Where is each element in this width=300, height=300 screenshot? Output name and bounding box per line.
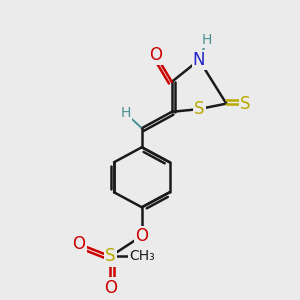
Text: O: O [149, 46, 162, 64]
Text: CH₃: CH₃ [129, 249, 155, 263]
Text: O: O [135, 227, 148, 245]
Text: S: S [194, 100, 204, 118]
Text: H: H [120, 106, 130, 120]
Text: H: H [202, 32, 212, 46]
Text: O: O [73, 235, 85, 253]
Text: N: N [193, 51, 205, 69]
Text: S: S [105, 248, 116, 266]
Text: S: S [240, 94, 251, 112]
Text: O: O [104, 279, 117, 297]
